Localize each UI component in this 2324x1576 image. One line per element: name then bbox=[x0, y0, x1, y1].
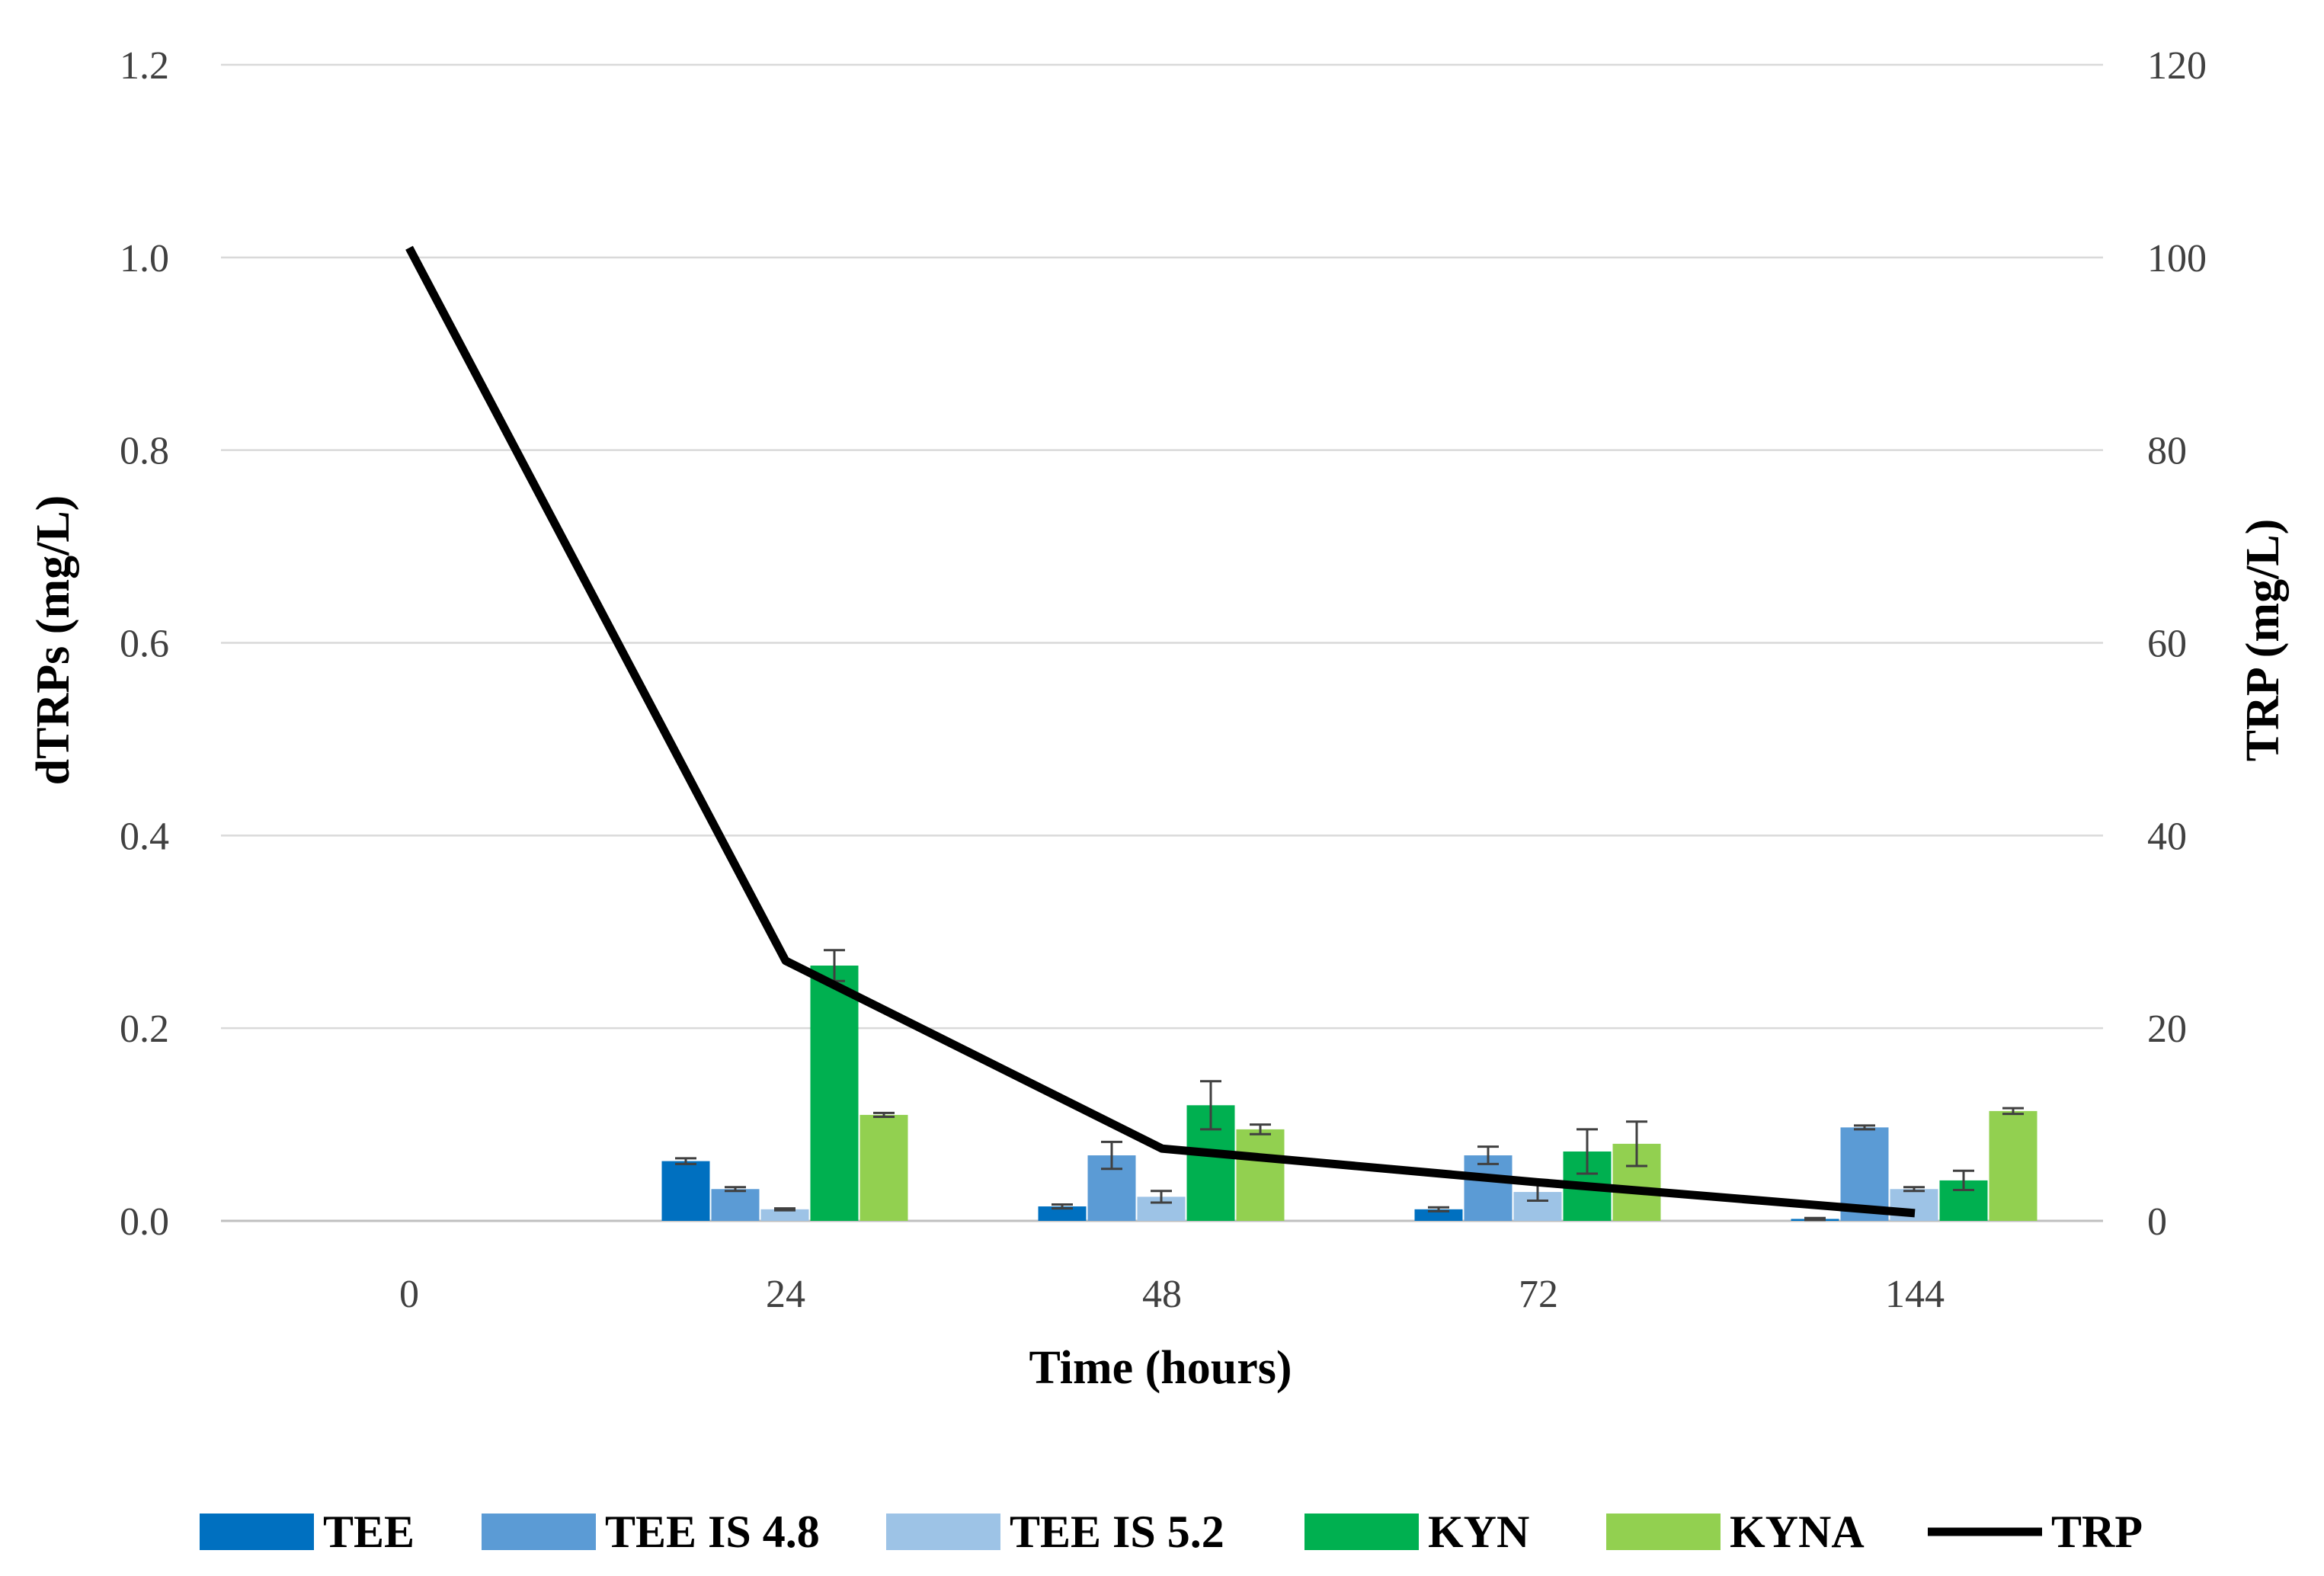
legend-swatch bbox=[200, 1514, 314, 1550]
x-axis-ticks: 0 24 48 72 144 bbox=[399, 1273, 1945, 1316]
bar-tee-is-5-2 bbox=[760, 1209, 809, 1221]
legend-label: TEE IS 5.2 bbox=[1010, 1507, 1224, 1557]
bar-tee bbox=[661, 1161, 710, 1221]
legend-item-kyn: KYN bbox=[1304, 1507, 1529, 1557]
bar-kyna bbox=[1989, 1110, 2038, 1221]
legend-label: KYN bbox=[1428, 1507, 1529, 1557]
y-tick-label: 1.0 bbox=[120, 237, 169, 280]
bar-series-group bbox=[661, 949, 2038, 1222]
legend-swatch bbox=[886, 1514, 1000, 1550]
bar-tee-is-4-8 bbox=[711, 1189, 760, 1221]
legend-swatch bbox=[1304, 1514, 1419, 1550]
y2-tick-label: 100 bbox=[2147, 237, 2207, 280]
x-axis-title: Time (hours) bbox=[1029, 1342, 1292, 1394]
y2-tick-label: 80 bbox=[2147, 430, 2187, 473]
right-axis-ticks: 0 20 40 60 80 100 120 bbox=[2147, 44, 2207, 1244]
legend-item-tee: TEE bbox=[200, 1507, 415, 1557]
legend-swatch bbox=[482, 1514, 596, 1550]
bar-kyna bbox=[859, 1114, 908, 1221]
x-tick-label: 144 bbox=[1885, 1273, 1945, 1316]
bar-tee bbox=[1038, 1206, 1087, 1221]
y2-tick-label: 60 bbox=[2147, 623, 2187, 666]
legend: TEE TEE IS 4.8 TEE IS 5.2 KYN KYNA TRP bbox=[200, 1507, 2143, 1557]
gridlines bbox=[221, 63, 2103, 1222]
legend-item-tee-is-5-2: TEE IS 5.2 bbox=[886, 1507, 1224, 1557]
x-tick-label: 0 bbox=[399, 1273, 419, 1316]
bar-tee bbox=[1414, 1209, 1463, 1221]
y2-axis-title: TRP (mg/L) bbox=[2237, 519, 2289, 762]
trp-line-group bbox=[405, 245, 1916, 1218]
y2-tick-label: 20 bbox=[2147, 1007, 2187, 1051]
legend-label: TEE IS 4.8 bbox=[605, 1507, 820, 1557]
legend-swatch bbox=[1606, 1514, 1721, 1550]
y2-tick-label: 40 bbox=[2147, 815, 2187, 858]
y-tick-label: 0.8 bbox=[120, 430, 169, 473]
y-tick-label: 0.0 bbox=[120, 1200, 169, 1244]
y2-tick-label: 120 bbox=[2147, 44, 2207, 88]
legend-item-kyna: KYNA bbox=[1606, 1507, 1865, 1557]
trp-line bbox=[405, 245, 1916, 1218]
x-tick-label: 72 bbox=[1519, 1273, 1558, 1316]
bar-kyna bbox=[1236, 1129, 1285, 1221]
bar-kyn bbox=[810, 965, 859, 1221]
legend-item-trp: TRP bbox=[1928, 1507, 2143, 1557]
left-axis-ticks: 0.0 0.2 0.4 0.6 0.8 1.0 1.2 bbox=[120, 44, 169, 1244]
legend-label: TRP bbox=[2051, 1507, 2143, 1557]
y-tick-label: 0.4 bbox=[120, 815, 169, 858]
y-tick-label: 0.6 bbox=[120, 623, 169, 666]
legend-label: TEE bbox=[323, 1507, 415, 1557]
y-tick-label: 0.2 bbox=[120, 1007, 169, 1051]
x-tick-label: 24 bbox=[766, 1273, 805, 1316]
x-tick-label: 48 bbox=[1142, 1273, 1182, 1316]
y-axis-title: dTRPs (mg/L) bbox=[27, 495, 79, 786]
bar-tee-is-4-8 bbox=[1464, 1155, 1513, 1221]
y-tick-label: 1.2 bbox=[120, 44, 169, 88]
legend-item-tee-is-4-8: TEE IS 4.8 bbox=[482, 1507, 820, 1557]
y2-tick-label: 0 bbox=[2147, 1200, 2167, 1244]
legend-label: KYNA bbox=[1730, 1507, 1865, 1557]
